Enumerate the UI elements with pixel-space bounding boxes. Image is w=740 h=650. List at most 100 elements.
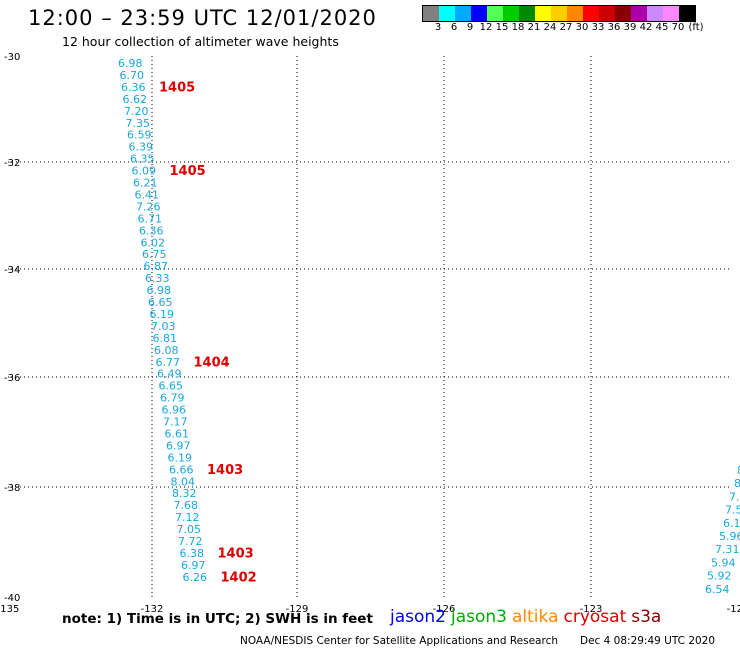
wave-height-label: 6.98	[118, 57, 143, 70]
wave-height-label: 6.08	[154, 344, 179, 357]
legend-swatch	[535, 6, 551, 21]
observation-time-label: 1402	[221, 570, 257, 585]
wave-height-label: 6.26	[183, 571, 208, 584]
wave-height-label: 6.98	[147, 284, 172, 297]
longitude-tick-label: -123	[580, 604, 603, 615]
latitude-tick-label: -30	[4, 52, 20, 63]
legend-label: 39	[623, 22, 637, 33]
wave-height-label: 6.21	[133, 177, 158, 190]
observation-time-label: 1405	[170, 164, 206, 179]
legend-label: 27	[559, 22, 573, 33]
wave-height-label: 6.66	[169, 463, 194, 476]
wave-height-label: 6.96	[162, 404, 187, 417]
wave-height-label: 5.92	[707, 570, 732, 583]
wave-height-label: 6.36	[121, 81, 146, 94]
wave-height-label: 6.97	[181, 559, 206, 572]
wave-height-label: 7.05	[177, 523, 202, 536]
wave-height-label: 6.19	[150, 308, 175, 321]
wave-height-label: 7.12	[175, 511, 200, 524]
legend-label: 30	[575, 22, 589, 33]
latitude-tick-label: -34	[4, 265, 20, 276]
legend-swatch	[567, 6, 583, 21]
wave-height-label: 7.31	[715, 543, 740, 556]
wave-height-label: 5.94	[711, 556, 736, 569]
wave-height-label: 6.65	[159, 380, 184, 393]
wave-height-label: 6.19	[168, 451, 193, 464]
legend-label: 33	[591, 22, 605, 33]
legend-label: 6	[450, 22, 458, 33]
wave-height-label: 7.35	[126, 117, 151, 130]
wave-height-label: 6.87	[144, 260, 169, 273]
wave-height-label: 6.36	[139, 224, 164, 237]
observation-time-label: 1404	[194, 355, 230, 370]
legend-label: 12	[479, 22, 493, 33]
map-title: 12:00 – 23:59 UTC 12/01/2020	[28, 6, 377, 30]
satellite-name: s3a	[631, 607, 662, 627]
wave-height-label: 6.38	[180, 547, 205, 560]
legend-label: 15	[495, 22, 509, 33]
wave-height-label: 6.35	[130, 153, 155, 166]
legend-swatch	[551, 6, 567, 21]
wave-height-label: 6.62	[123, 93, 148, 106]
wave-height-label: 7.72	[178, 535, 203, 548]
note-text: note: 1) Time is in UTC; 2) SWH is in fe…	[62, 611, 373, 627]
color-legend	[422, 5, 696, 22]
wave-height-label: 6.81	[153, 332, 178, 345]
legend-swatch	[519, 6, 535, 21]
legend-label: 18	[511, 22, 525, 33]
wave-height-label: 6.79	[160, 392, 185, 405]
wave-height-label: 7.03	[151, 320, 176, 333]
wave-height-label: 7.26	[136, 200, 161, 213]
wave-height-label: 6.1	[723, 517, 740, 530]
latitude-tick-label: -40	[4, 593, 20, 604]
map-subtitle: 12 hour collection of altimeter wave hei…	[62, 34, 339, 49]
observation-time-label: 1403	[218, 546, 254, 561]
legend-label: 21	[527, 22, 541, 33]
legend-swatch	[471, 6, 487, 21]
wave-height-label: 5.96	[719, 530, 740, 543]
legend-label: 70	[671, 22, 685, 33]
longitude-tick-label: -135	[0, 604, 19, 615]
grid-lines	[8, 56, 732, 597]
satellite-name: altika	[512, 607, 559, 627]
longitude-tick-label: -129	[286, 604, 309, 615]
satellite-name: jason3	[451, 607, 507, 627]
legend-label: 3	[434, 22, 442, 33]
legend-swatch	[503, 6, 519, 21]
wave-height-label: 6.75	[142, 248, 167, 261]
wave-height-label: 6.97	[166, 439, 191, 452]
wave-height-label: 6.02	[141, 236, 166, 249]
legend-label: 24	[543, 22, 557, 33]
wave-height-label: 6.65	[148, 296, 173, 309]
legend-swatch	[487, 6, 503, 21]
timestamp-text: Dec 4 08:29:49 UTC 2020	[580, 635, 716, 647]
legend-swatch	[647, 6, 663, 21]
wave-height-label: 8	[737, 464, 740, 477]
latitude-tick-label: -38	[4, 483, 20, 494]
axis-ticks: -135 -132 -129 -126 -123 -120 -30 -32 -34 -36 -38 -…	[0, 52, 740, 615]
satellite-legend: jason2 jason3 altika cryosat s3a	[390, 607, 666, 627]
latitude-tick-label: -32	[4, 158, 20, 169]
wave-height-label: 6.71	[138, 212, 163, 225]
longitude-tick-label: -120	[727, 604, 740, 615]
legend-swatch	[679, 6, 695, 21]
wave-height-label: 8.32	[172, 487, 197, 500]
wave-height-label: 6.39	[129, 141, 154, 154]
legend-swatch	[423, 6, 439, 21]
legend-swatch	[663, 6, 679, 21]
wave-height-label: 6.61	[165, 427, 190, 440]
observation-time-label: 1403	[207, 463, 243, 478]
wave-height-label: 7.17	[163, 416, 188, 429]
observation-time-label: 1405	[159, 80, 195, 95]
longitude-tick-label: -126	[433, 604, 456, 615]
satellite-name: cryosat	[563, 607, 627, 627]
wave-height-label: 6.54	[705, 583, 730, 596]
wave-height-label: 6.70	[120, 69, 145, 82]
latitude-tick-label: -36	[4, 373, 20, 384]
wave-height-label: 8.04	[171, 475, 196, 488]
wave-height-label: 6.33	[145, 272, 170, 285]
legend-label: 42	[639, 22, 653, 33]
legend-swatch	[631, 6, 647, 21]
wave-height-label: 7.68	[174, 499, 199, 512]
